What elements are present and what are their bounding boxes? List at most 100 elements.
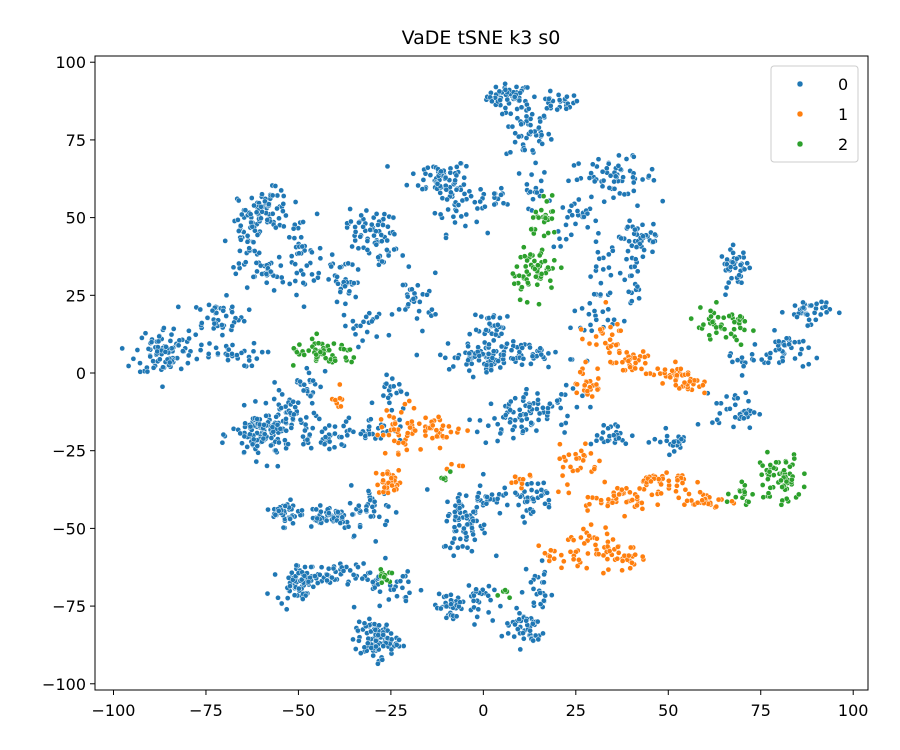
scatter-point — [619, 359, 626, 366]
scatter-point — [370, 652, 377, 659]
scatter-point — [775, 338, 782, 345]
scatter-point — [524, 257, 530, 264]
scatter-point — [604, 531, 610, 537]
scatter-point — [130, 355, 137, 362]
scatter-point — [594, 535, 600, 542]
scatter-point — [463, 512, 470, 519]
scatter-point — [293, 292, 300, 298]
scatter-point — [225, 346, 232, 353]
scatter-point — [404, 391, 410, 397]
scatter-point — [540, 193, 547, 200]
scatter-point — [568, 231, 575, 238]
scatter-point — [541, 597, 547, 604]
scatter-point — [697, 489, 703, 496]
scatter-point — [283, 212, 289, 219]
scatter-point — [674, 477, 681, 484]
scatter-point — [619, 558, 626, 564]
scatter-point — [733, 337, 740, 343]
scatter-point — [631, 355, 638, 361]
scatter-point — [587, 404, 594, 410]
scatter-point — [322, 434, 329, 440]
scatter-point — [547, 277, 554, 284]
scatter-point — [560, 558, 567, 565]
scatter-point — [470, 374, 477, 380]
scatter-point — [594, 386, 601, 393]
scatter-point — [672, 382, 679, 389]
scatter-point — [466, 416, 473, 423]
scatter-point — [533, 189, 540, 196]
scatter-point — [529, 620, 536, 627]
scatter-point — [502, 105, 509, 111]
scatter-point — [290, 398, 297, 405]
scatter-point — [636, 295, 642, 302]
scatter-point — [398, 388, 404, 395]
scatter-point — [230, 425, 237, 432]
y-tick-label: −25 — [52, 442, 86, 461]
scatter-point — [284, 595, 291, 601]
scatter-point — [491, 201, 498, 208]
scatter-point — [230, 264, 237, 271]
scatter-point — [541, 579, 547, 586]
scatter-point — [167, 338, 174, 344]
scatter-point — [659, 380, 666, 387]
scatter-point — [144, 368, 151, 375]
scatter-point — [332, 430, 338, 437]
scatter-point — [491, 587, 498, 593]
scatter-point — [800, 304, 807, 311]
scatter-point — [337, 289, 344, 295]
scatter-point — [627, 364, 633, 371]
scatter-point — [607, 336, 613, 343]
scatter-point — [300, 441, 307, 448]
scatter-point — [334, 299, 340, 305]
scatter-point — [650, 221, 657, 227]
scatter-point — [443, 235, 449, 241]
scatter-point — [588, 450, 594, 457]
scatter-point — [280, 208, 286, 214]
scatter-point — [443, 518, 450, 524]
scatter-point — [381, 574, 387, 581]
scatter-point — [671, 448, 678, 455]
scatter-point — [634, 493, 641, 500]
scatter-point — [494, 592, 501, 599]
scatter-point — [433, 427, 440, 434]
scatter-point — [682, 486, 689, 493]
scatter-point — [494, 495, 501, 502]
scatter-point — [607, 290, 613, 296]
scatter-point — [456, 505, 463, 511]
scatter-point — [253, 458, 260, 465]
x-tick-label: 25 — [566, 701, 586, 720]
scatter-point — [512, 417, 518, 424]
scatter-point — [498, 185, 505, 192]
scatter-point — [272, 571, 278, 578]
scatter-point — [813, 355, 820, 361]
scatter-point — [395, 467, 402, 474]
scatter-point — [296, 250, 302, 257]
scatter-point — [517, 646, 524, 653]
scatter-point — [249, 223, 256, 230]
scatter-point — [805, 344, 812, 351]
scatter-point — [751, 409, 758, 416]
scatter-point — [800, 299, 806, 306]
scatter-point — [701, 390, 708, 396]
scatter-point — [781, 342, 788, 349]
scatter-point — [351, 604, 357, 610]
scatter-point — [471, 592, 477, 599]
scatter-point — [619, 567, 625, 574]
scatter-point — [520, 394, 527, 401]
scatter-point — [537, 590, 543, 596]
scatter-point — [708, 313, 714, 320]
scatter-point — [276, 439, 282, 446]
scatter-point — [770, 472, 777, 478]
scatter-point — [584, 388, 591, 394]
scatter-point — [575, 196, 582, 203]
scatter-point — [591, 178, 598, 185]
scatter-point — [287, 516, 293, 522]
scatter-point — [593, 238, 599, 245]
axes: −100 −75 −50 −25 0 25 50 75 100 −100 −75 −50 −25 0 25 5… — [42, 53, 868, 720]
scatter-point — [378, 416, 384, 423]
scatter-point — [385, 394, 392, 401]
scatter-point — [389, 482, 395, 489]
scatter-point — [461, 191, 468, 197]
scatter-point — [823, 309, 830, 316]
scatter-point — [737, 325, 744, 331]
